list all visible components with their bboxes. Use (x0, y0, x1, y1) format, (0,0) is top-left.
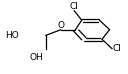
Text: Cl: Cl (70, 2, 79, 11)
Text: O: O (57, 21, 64, 30)
Text: HO: HO (5, 31, 18, 40)
Text: OH: OH (30, 54, 44, 62)
Text: Cl: Cl (112, 44, 121, 53)
